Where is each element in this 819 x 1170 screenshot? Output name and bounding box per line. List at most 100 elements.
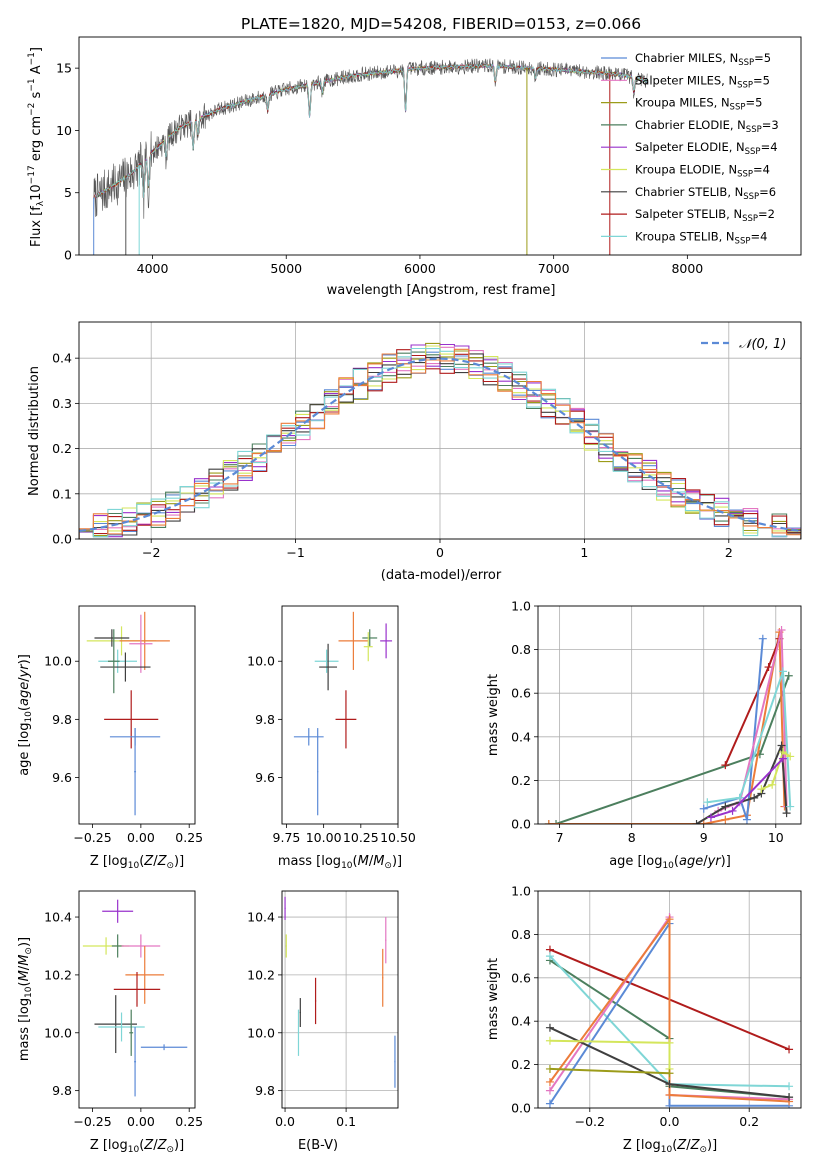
weight-age-ylabel: mass weight (486, 674, 501, 756)
y-tick-label: 10.2 (247, 967, 275, 982)
legend-label-sub: SSP (737, 170, 753, 180)
x-tick-label: 0.25 (175, 830, 203, 845)
axes-frame (537, 605, 802, 825)
error-cross (338, 611, 369, 670)
error-cross (385, 917, 387, 964)
weight-point-marker (782, 809, 791, 818)
mass-vs-metallicity-panel: −0.25 0.00 0.25 9.8 10.0 10.2 10.4 (44, 890, 203, 1129)
y-tick-label: 9.8 (52, 712, 72, 727)
error-cross (119, 611, 170, 670)
x-tick-label: 9 (700, 830, 708, 845)
spectrum-panel: 4000 5000 6000 7000 8000 0 5 10 15 Chabrier MILES… (56, 36, 802, 276)
x-tick-label: 0.0 (275, 1114, 295, 1129)
age-Z-xlabel: Z [log10(Z/Z⊙)] (90, 854, 184, 871)
legend-label: 𝒩(0, 1) (739, 337, 786, 352)
plot-area (282, 891, 398, 1108)
error-cross (98, 1012, 145, 1042)
x-tick-label: 7000 (538, 261, 570, 276)
error-cross (394, 1035, 396, 1088)
y-tick-label: 0.1 (52, 486, 72, 501)
y-tick-label: 0.2 (511, 773, 531, 788)
y-tick-label: 0.4 (511, 1014, 531, 1029)
weight-point-marker (665, 1080, 674, 1089)
spectrum-ylabel: Flux [fλ10−17 erg cm−2 s−1 A−1] (27, 47, 46, 247)
y-tick-label: 0.4 (52, 351, 72, 366)
x-tick-label: −0.2 (575, 1114, 605, 1129)
weight-series-line (703, 638, 764, 820)
x-tick-label: 5000 (270, 261, 302, 276)
plot-area (79, 606, 195, 824)
x-tick-label: 6000 (404, 261, 436, 276)
histogram-series (79, 348, 801, 539)
legend-label-value: =5 (745, 96, 762, 110)
error-cross (121, 934, 161, 958)
spectrum-model-line (93, 63, 648, 199)
weight-series-line (761, 750, 791, 791)
weight-lines (545, 913, 794, 1108)
y-tick-label: 0.8 (511, 927, 531, 942)
legend-label: Kroupa STELIB, NSSP=4 (635, 229, 767, 246)
weight-age-xlabel: age [log10(age/yr)] (609, 854, 731, 871)
error-cross (108, 629, 120, 694)
weight-Z-xlabel: Z [log10(Z/Z⊙)] (623, 1138, 717, 1155)
weight-point-marker (768, 780, 777, 789)
y-tick-label: 5 (64, 185, 72, 200)
x-tick-label: 10.00 (306, 830, 342, 845)
weight-point-marker (721, 802, 730, 811)
weight-series-line (707, 671, 792, 807)
error-cross (140, 1044, 188, 1051)
y-tick-label: 9.8 (255, 1083, 275, 1098)
weight-point-marker (545, 1077, 554, 1086)
legend-label: Chabrier ELODIE, NSSP=3 (635, 118, 779, 135)
x-tick-label: 1 (580, 545, 588, 560)
age-vs-mass-panel: 9.75 10.00 10.25 10.50 9.6 9.8 10.0 (247, 605, 416, 845)
spectrum-xlabel: wavelength [Angstrom, rest frame] (327, 283, 556, 298)
mass-vs-reddening-panel: 0.0 0.1 9.8 10.0 10.2 10.4 (247, 890, 399, 1129)
weight-point-marker (699, 820, 708, 824)
x-tick-label: 10 (768, 830, 784, 845)
y-tick-label: 10.0 (247, 654, 275, 669)
error-cross (299, 998, 301, 1027)
weight-point-marker (785, 1082, 794, 1091)
weight-point-marker (777, 741, 786, 750)
x-tick-label: 7 (556, 830, 564, 845)
weight-point-marker (778, 754, 787, 763)
weight-point-marker (665, 915, 674, 924)
y-tick-label: 9.6 (52, 770, 72, 785)
x-tick-label: 10.50 (380, 830, 416, 845)
x-tick-label: 8 (628, 830, 636, 845)
x-tick-label: 10.25 (343, 830, 379, 845)
weight-point-marker (764, 663, 773, 672)
weight-point-marker (545, 1086, 554, 1095)
axes-frame (78, 605, 196, 825)
legend-label-sub: SSP (743, 192, 759, 202)
axes-frame (537, 890, 802, 1109)
y-tick-label: 10.0 (247, 1025, 275, 1040)
weight-vs-age-panel: 7 8 9 10 0.0 0.2 0.4 0.6 0.8 1.0 (511, 599, 802, 845)
weight-point-marker (757, 785, 766, 794)
y-tick-label: 0.4 (511, 729, 531, 744)
x-tick-label: −0.25 (73, 1114, 111, 1129)
error-bars (82, 899, 188, 1097)
plot-area (538, 606, 801, 824)
error-cross (104, 690, 159, 749)
axes-frame (78, 321, 802, 540)
legend-label: Salpeter ELODIE, NSSP=4 (635, 140, 778, 157)
x-tick-label: 0.2 (739, 1114, 759, 1129)
y-tick-label: 0.3 (52, 396, 72, 411)
y-tick-label: 9.8 (255, 712, 275, 727)
residuals-ylabel: Normed distribution (27, 366, 42, 496)
weight-point-marker (786, 752, 795, 761)
axes-frame (78, 36, 802, 256)
mass-ylabel: mass [log10(M/M⊙)] (17, 937, 34, 1061)
weight-vs-metallicity-panel: −0.2 0.0 0.2 0.0 0.2 0.4 0.6 0.8 1.0 (511, 884, 802, 1129)
error-bars (284, 896, 396, 1088)
x-tick-label: 2 (725, 545, 733, 560)
error-cross (362, 629, 378, 647)
weight-point-marker (728, 806, 737, 815)
weight-point-marker (692, 820, 701, 824)
legend-label: Chabrier STELIB, NSSP=6 (635, 185, 776, 202)
weight-point-marker (778, 667, 787, 676)
y-tick-label: 0.0 (511, 1101, 531, 1116)
